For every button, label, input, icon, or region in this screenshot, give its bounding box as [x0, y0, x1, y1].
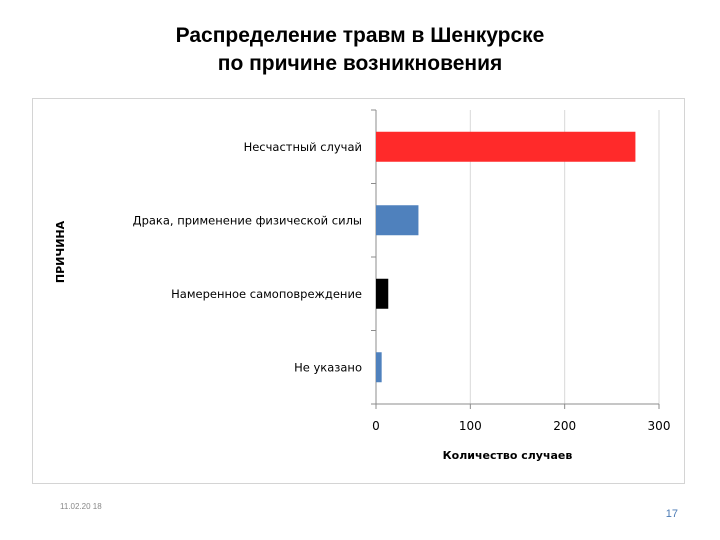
x-tick-label: 100 [459, 419, 482, 433]
slide-title-line-1: Распределение травм в Шенкурске [175, 24, 545, 47]
bar [376, 352, 382, 383]
tick-labels: 0 100 200 300 [372, 419, 670, 433]
bars [376, 131, 636, 383]
category-label: Несчастный случай [244, 140, 362, 154]
bar [376, 131, 636, 162]
category-label: Намеренное самоповреждение [171, 287, 362, 301]
slide-title-line-2: по причине возникновения [217, 52, 503, 75]
x-tick-label: 300 [648, 419, 671, 433]
x-tick-label: 200 [553, 419, 576, 433]
chart-frame [32, 98, 685, 484]
slide-title: Распределение травм в Шенкурске по причи… [0, 22, 720, 78]
category-label: Не указано [294, 360, 362, 374]
footer-date: 11.02.20 18 [60, 502, 102, 511]
x-axis-title: Количество случаев [443, 449, 573, 462]
category-labels: Несчастный случай Драка, применение физич… [133, 140, 362, 375]
category-label: Драка, применение физической силы [133, 213, 362, 227]
bar [376, 205, 419, 236]
page-number: 17 [665, 508, 678, 520]
x-tick-label: 0 [372, 419, 380, 433]
bar [376, 278, 389, 309]
y-axis-title: ПРИЧИНА [54, 220, 67, 283]
